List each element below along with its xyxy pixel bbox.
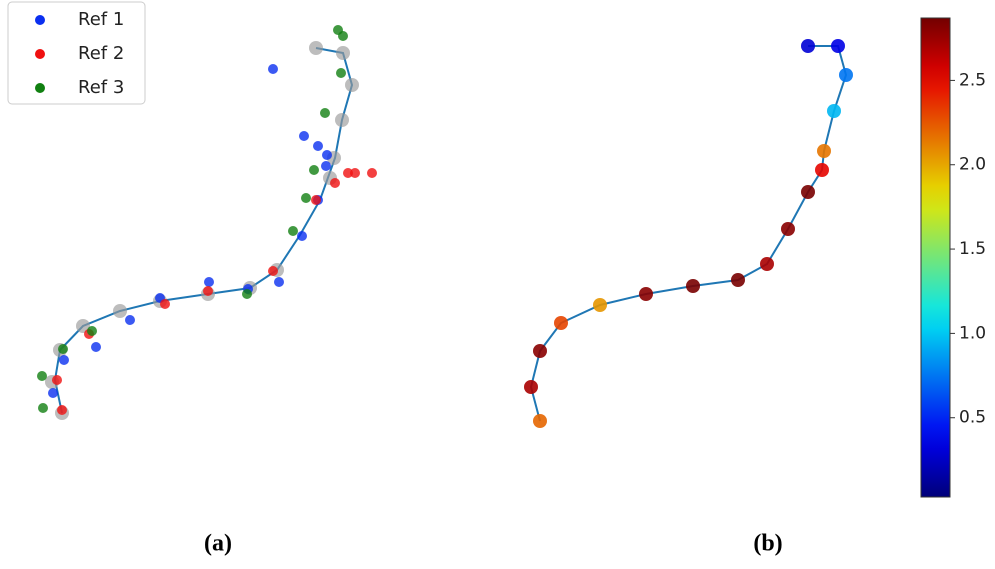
ref-point bbox=[242, 289, 252, 299]
ref-point bbox=[87, 326, 97, 336]
ref-point bbox=[57, 405, 67, 415]
ref-point bbox=[268, 64, 278, 74]
ref-point bbox=[330, 178, 340, 188]
colorbar bbox=[920, 17, 951, 498]
trajectory bbox=[529, 45, 848, 422]
point bbox=[686, 279, 700, 293]
point bbox=[781, 222, 795, 236]
point bbox=[345, 78, 359, 92]
point bbox=[839, 68, 853, 82]
ref-point bbox=[38, 403, 48, 413]
point bbox=[760, 257, 774, 271]
ref-point bbox=[299, 131, 309, 141]
ref-point bbox=[203, 286, 213, 296]
point bbox=[801, 185, 815, 199]
ref-point bbox=[336, 68, 346, 78]
ref-point bbox=[301, 193, 311, 203]
ref-point bbox=[350, 168, 360, 178]
point bbox=[827, 104, 841, 118]
colorbar-tick-label: 2.0 bbox=[959, 155, 986, 175]
point bbox=[731, 273, 745, 287]
ref-point bbox=[343, 168, 353, 178]
colorbar-tick-label: 0.5 bbox=[959, 408, 986, 428]
legend-label: Ref 2 bbox=[78, 43, 124, 64]
ref-point bbox=[311, 195, 321, 205]
ref-point bbox=[313, 141, 323, 151]
point bbox=[533, 414, 547, 428]
ref-point bbox=[268, 266, 278, 276]
point bbox=[817, 144, 831, 158]
point bbox=[593, 298, 607, 312]
ref-point bbox=[288, 226, 298, 236]
ref-point bbox=[367, 168, 377, 178]
point bbox=[309, 41, 323, 55]
ref-point bbox=[160, 299, 170, 309]
legend-marker bbox=[35, 83, 45, 93]
ref-point bbox=[37, 371, 47, 381]
point bbox=[524, 380, 538, 394]
ref-point bbox=[274, 277, 284, 287]
ref-point bbox=[58, 344, 68, 354]
ref-point bbox=[125, 315, 135, 325]
point bbox=[801, 39, 815, 53]
point bbox=[639, 287, 653, 301]
legend-marker bbox=[35, 49, 45, 59]
ref-point bbox=[59, 355, 69, 365]
colorbar-tick-label: 2.5 bbox=[959, 70, 986, 90]
point bbox=[831, 39, 845, 53]
point bbox=[76, 319, 90, 333]
ref-point bbox=[320, 108, 330, 118]
ref-point bbox=[48, 388, 58, 398]
ref-point bbox=[309, 165, 319, 175]
point bbox=[335, 113, 349, 127]
ref-point bbox=[338, 31, 348, 41]
ref-point bbox=[297, 231, 307, 241]
colorbar-tick-label: 1.5 bbox=[959, 239, 986, 259]
ref-point bbox=[321, 161, 331, 171]
ref-point bbox=[91, 342, 101, 352]
point bbox=[336, 46, 350, 60]
colorbar-tick-label: 1.0 bbox=[959, 323, 986, 343]
legend-label: Ref 3 bbox=[78, 77, 124, 98]
ref-point bbox=[322, 150, 332, 160]
legend-marker bbox=[35, 15, 45, 25]
point bbox=[815, 163, 829, 177]
ref-point bbox=[204, 277, 214, 287]
trajectory bbox=[53, 47, 354, 414]
panel-label: (a) bbox=[204, 531, 232, 557]
point bbox=[113, 304, 127, 318]
legend-box bbox=[7, 1, 146, 105]
panel-label: (b) bbox=[753, 531, 782, 557]
ref-point bbox=[52, 375, 62, 385]
point bbox=[554, 316, 568, 330]
legend-label: Ref 1 bbox=[78, 9, 124, 30]
point bbox=[533, 344, 547, 358]
